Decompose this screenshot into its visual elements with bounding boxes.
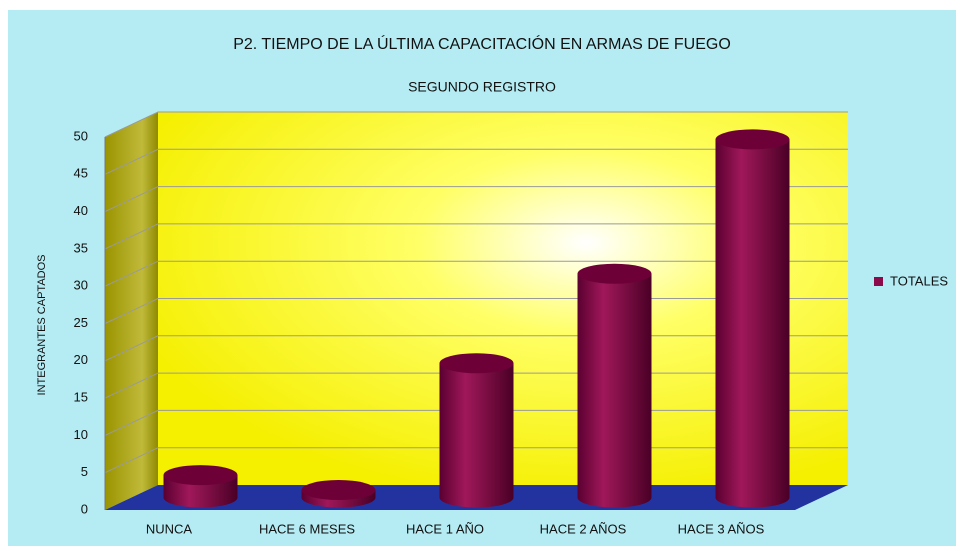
legend-swatch [874, 277, 883, 286]
y-tick-label: 25 [74, 315, 88, 330]
y-tick-label: 10 [74, 427, 88, 442]
chart-title: P2. TIEMPO DE LA ÚLTIMA CAPACITACIÓN EN … [233, 34, 731, 53]
cylinder-body [715, 139, 790, 508]
x-tick-label: HACE 6 MESES [259, 521, 355, 536]
y-tick-label: 40 [74, 203, 88, 218]
cylinder-body [439, 363, 514, 508]
y-tick-label: 30 [74, 278, 88, 293]
grid-line [104, 111, 848, 138]
x-tick-label: HACE 3 AÑOS [678, 521, 765, 536]
y-tick-label: 15 [74, 390, 88, 405]
cylinder-top [163, 465, 238, 486]
legend-label: TOTALES [890, 273, 948, 288]
x-tick-label: NUNCA [146, 521, 193, 536]
y-tick-label: 5 [81, 464, 88, 479]
cylinder-top [577, 263, 652, 284]
y-tick-label: 35 [74, 240, 88, 255]
y-tick-label: 0 [81, 501, 88, 516]
grid-line [104, 223, 848, 250]
y-tick-label: 20 [74, 352, 88, 367]
x-tick-label: HACE 2 AÑOS [540, 521, 627, 536]
y-tick-label: 45 [74, 166, 88, 181]
y-axis-label: INTEGRANTES CAPTADOS [36, 255, 48, 396]
cylinder-top [301, 480, 376, 501]
cylinder-top [439, 353, 514, 374]
grid-line [104, 186, 848, 213]
y-tick-label: 50 [74, 128, 88, 143]
cylinder-body [577, 273, 652, 508]
grid-line [104, 148, 848, 175]
x-tick-label: HACE 1 AÑO [406, 521, 484, 536]
cylinder-top [715, 129, 790, 150]
chart-subtitle: SEGUNDO REGISTRO [408, 79, 556, 95]
grid-line [104, 260, 848, 287]
